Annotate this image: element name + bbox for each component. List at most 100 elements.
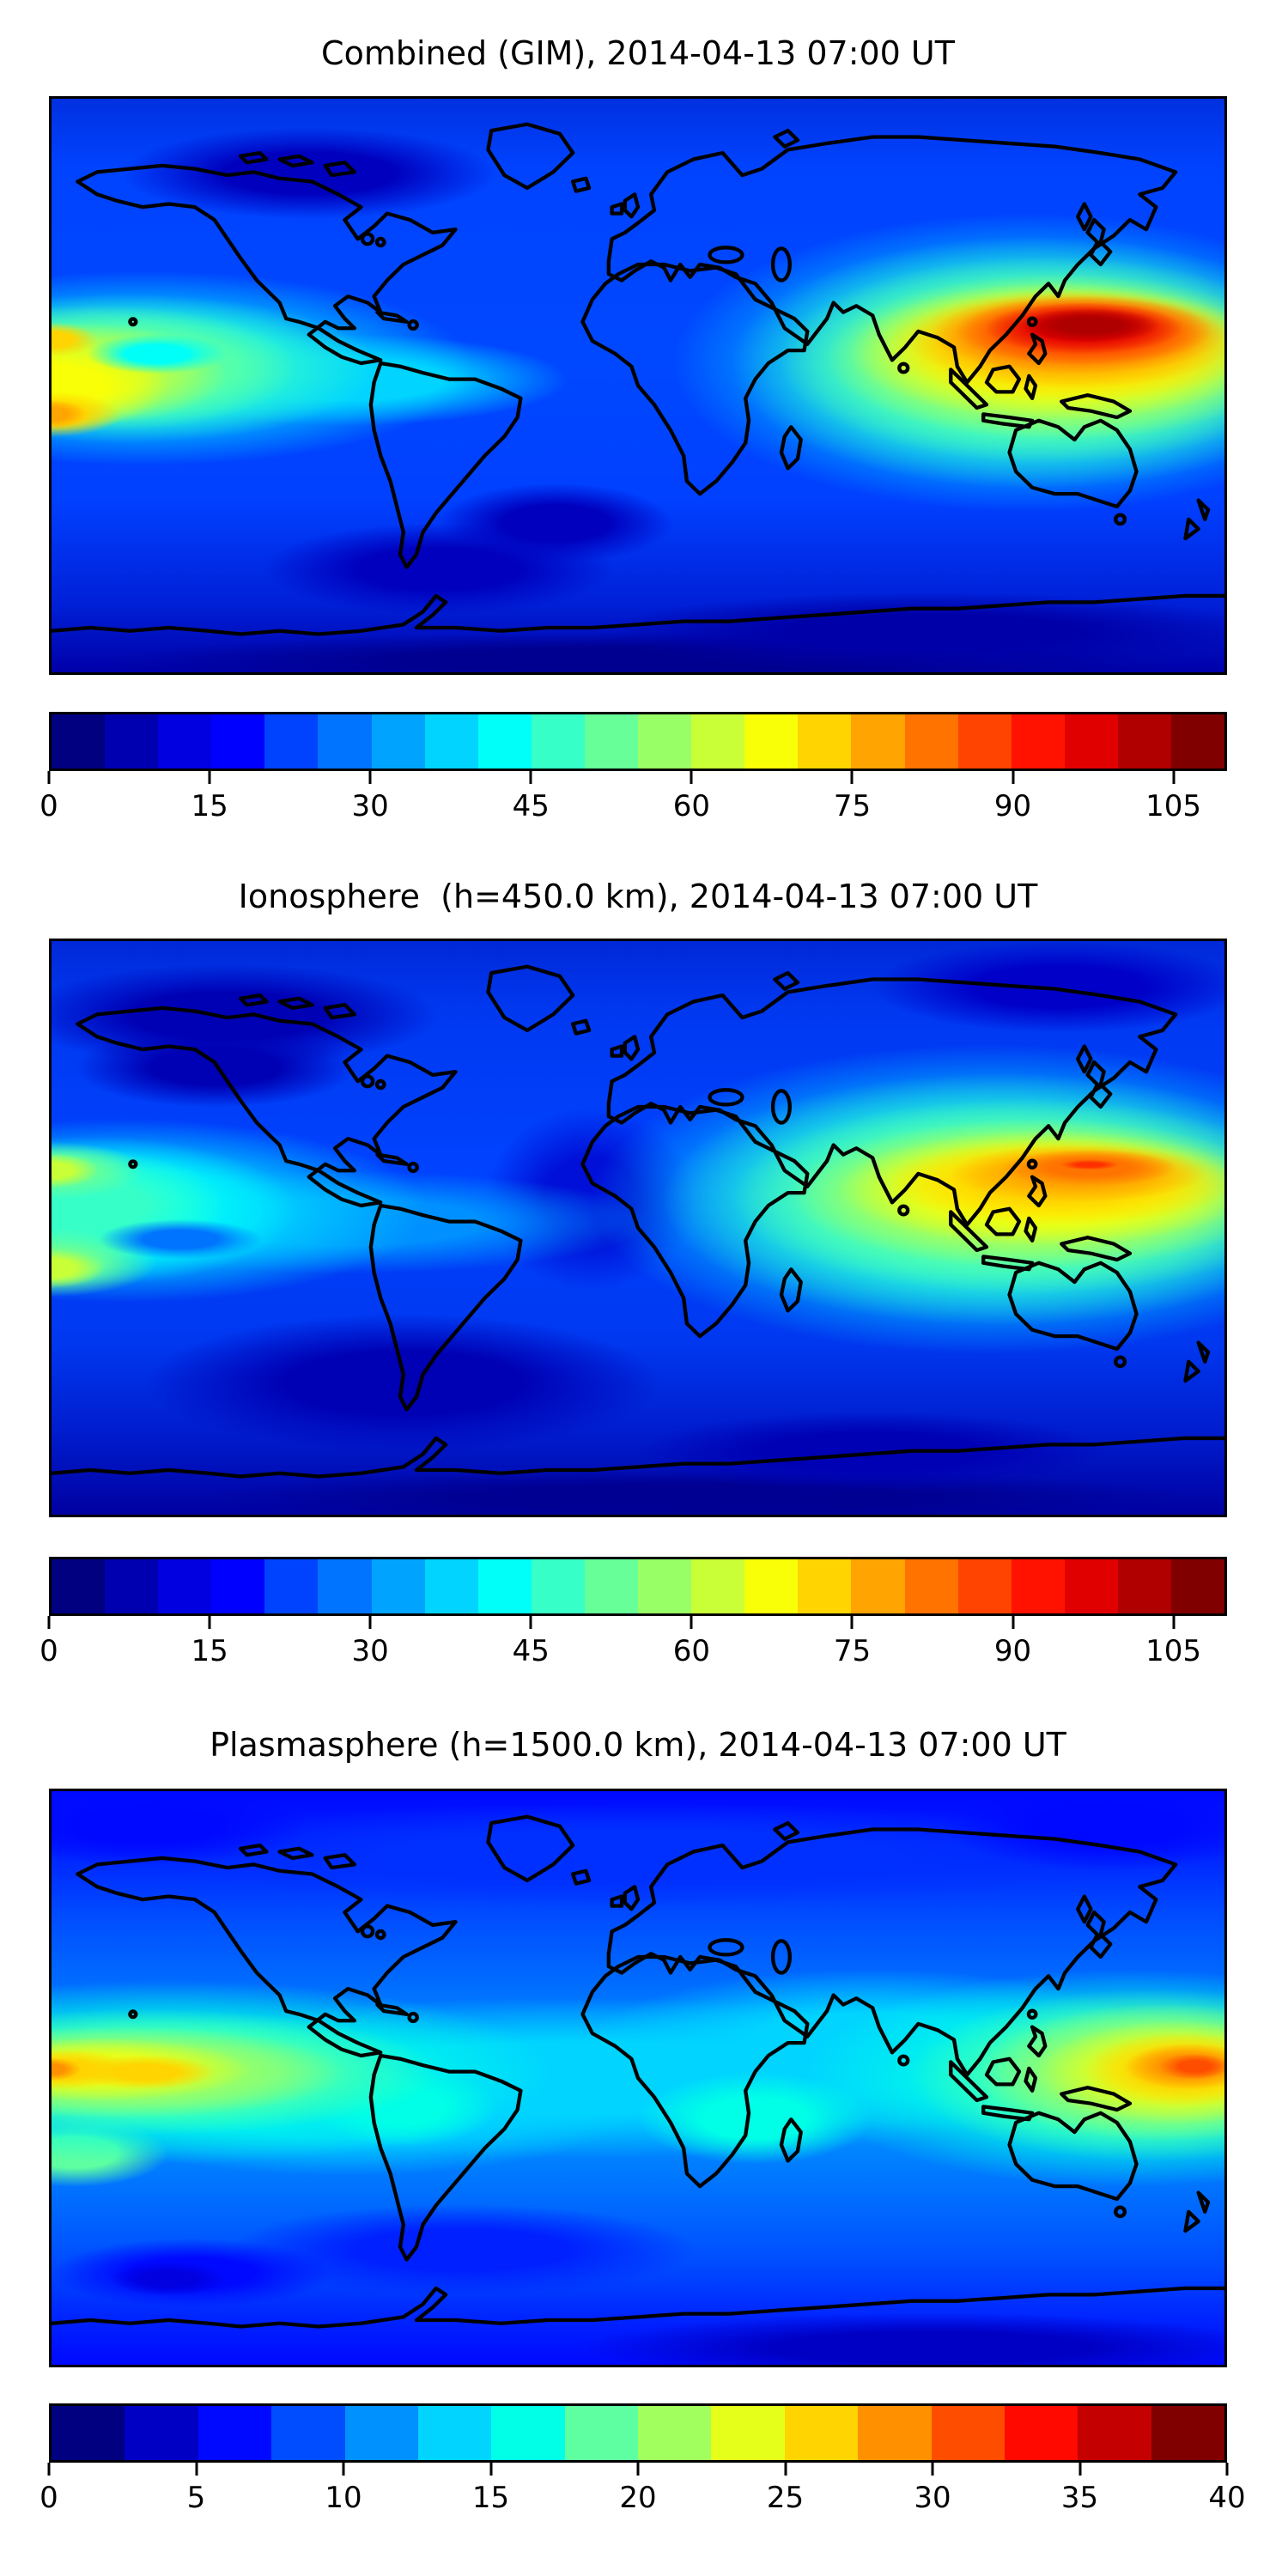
colorbar-tick (47, 771, 51, 784)
colorbar-segment (344, 2406, 418, 2460)
panel-title: Plasmasphere (h=1500.0 km), 2014-04-13 0… (210, 1726, 1066, 1764)
colorbar-tick (208, 771, 211, 784)
coastlines-overlay (52, 941, 1224, 1515)
colorbar-axis: 0 15 30 45 60 75 90 105 (39, 771, 1227, 831)
colorbar (49, 712, 1227, 771)
colorbar-tick-label: 30 (914, 2481, 951, 2515)
colorbar-segment (477, 714, 532, 769)
colorbar-segment (691, 714, 745, 769)
colorbar-segment (744, 714, 799, 769)
colorbar-axis: 0 5 10 15 20 25 30 35 40 (39, 2463, 1246, 2523)
colorbar-segment (798, 714, 852, 769)
colorbar-tick (529, 771, 532, 784)
colorbar-tick (690, 771, 693, 784)
colorbar-tick (368, 771, 372, 784)
colorbar-segment (52, 2406, 125, 2460)
colorbar-segment (264, 714, 319, 769)
colorbar-segment (851, 714, 905, 769)
colorbar-tick-label: 10 (325, 2481, 362, 2515)
panel-title: Combined (GIM), 2014-04-13 07:00 UT (321, 34, 955, 72)
colorbar-segment (691, 1559, 745, 1613)
colorbar-segment (1011, 714, 1065, 769)
colorbar-tick-label: 105 (1145, 789, 1202, 823)
colorbar-segment (1170, 1559, 1225, 1613)
colorbar-segment (271, 2406, 345, 2460)
colorbar-segment (318, 714, 372, 769)
panel-title: Ionosphere (h=450.0 km), 2014-04-13 07:0… (238, 878, 1038, 915)
colorbar-tick-label: 35 (1060, 2481, 1099, 2515)
colorbar-segment (904, 714, 958, 769)
colorbar-tick-label: 60 (672, 1634, 710, 1668)
colorbar-tick-label: 5 (186, 2481, 206, 2515)
colorbar-segment (1064, 1559, 1118, 1613)
colorbar-segment (424, 714, 478, 769)
colorbar-segment (1078, 2406, 1151, 2460)
colorbar-segment (1064, 714, 1118, 769)
coastlines-overlay (52, 99, 1224, 672)
colorbar-segment (784, 2406, 859, 2460)
colorbar-tick (368, 1616, 372, 1629)
colorbar-tick-label: 75 (833, 789, 872, 823)
colorbar-segment (711, 2406, 785, 2460)
colorbar-segment (105, 1559, 159, 1613)
colorbar-tick (1172, 1616, 1176, 1629)
colorbar-tick-label: 15 (191, 789, 228, 823)
colorbar-segment (1117, 714, 1171, 769)
colorbar-segment (1117, 1559, 1171, 1613)
colorbar-tick (1012, 771, 1015, 784)
colorbar-tick-label: 15 (471, 2481, 510, 2515)
colorbar-segment (564, 2406, 638, 2460)
colorbar-segment (264, 1559, 319, 1613)
colorbar-segment (638, 1559, 692, 1613)
colorbar-tick (47, 1616, 51, 1629)
colorbar-segment (1011, 1559, 1065, 1613)
colorbar-segment (125, 2406, 198, 2460)
colorbar-segment (158, 714, 212, 769)
colorbar (49, 2403, 1227, 2463)
colorbar-tick (47, 2463, 51, 2476)
colorbar-tick (850, 1616, 854, 1629)
colorbar (49, 1557, 1227, 1616)
colorbar-tick (195, 2463, 197, 2476)
colorbar-segment (531, 1559, 585, 1613)
colorbar-tick-label: 90 (993, 789, 1032, 823)
colorbar-tick-label: 105 (1145, 1634, 1202, 1668)
colorbar-segment (197, 2406, 272, 2460)
colorbar-segment (158, 1559, 212, 1613)
colorbar-tick (489, 2463, 492, 2476)
map-ionosphere (49, 939, 1227, 1517)
colorbar-segment (211, 714, 265, 769)
colorbar-segment (744, 1559, 799, 1613)
colorbar-segment (1004, 2406, 1078, 2460)
colorbar-tick-label: 30 (351, 789, 389, 823)
colorbar-segment (584, 714, 639, 769)
colorbar-tick (342, 2463, 345, 2476)
colorbar-segment (318, 1559, 372, 1613)
colorbar-tick (208, 1616, 211, 1629)
colorbar-segment (957, 714, 1012, 769)
colorbar-tick-label: 20 (619, 2481, 657, 2515)
colorbar-tick-label: 15 (191, 1634, 228, 1668)
colorbar-segment (851, 1559, 905, 1613)
map-combined (49, 96, 1227, 675)
colorbar-tick-label: 30 (351, 1634, 389, 1668)
colorbar-segment (1151, 2406, 1224, 2460)
colorbar-segment (52, 714, 106, 769)
colorbar-segment (584, 1559, 639, 1613)
colorbar-tick (1225, 2463, 1229, 2476)
colorbar-segment (424, 1559, 478, 1613)
colorbar-tick (690, 1616, 693, 1629)
colorbar-segment (798, 1559, 852, 1613)
colorbar-tick (1172, 771, 1176, 784)
colorbar-segment (477, 1559, 532, 1613)
colorbar-segment (371, 714, 425, 769)
colorbar-tick (931, 2463, 934, 2476)
colorbar-tick-label: 45 (512, 789, 550, 823)
coastlines-overlay (52, 1791, 1224, 2365)
colorbar-tick-label: 40 (1208, 2481, 1246, 2515)
colorbar-tick (1012, 1616, 1015, 1629)
colorbar-tick-label: 0 (39, 2481, 58, 2515)
colorbar-segment (531, 714, 585, 769)
colorbar-tick (1078, 2463, 1081, 2476)
